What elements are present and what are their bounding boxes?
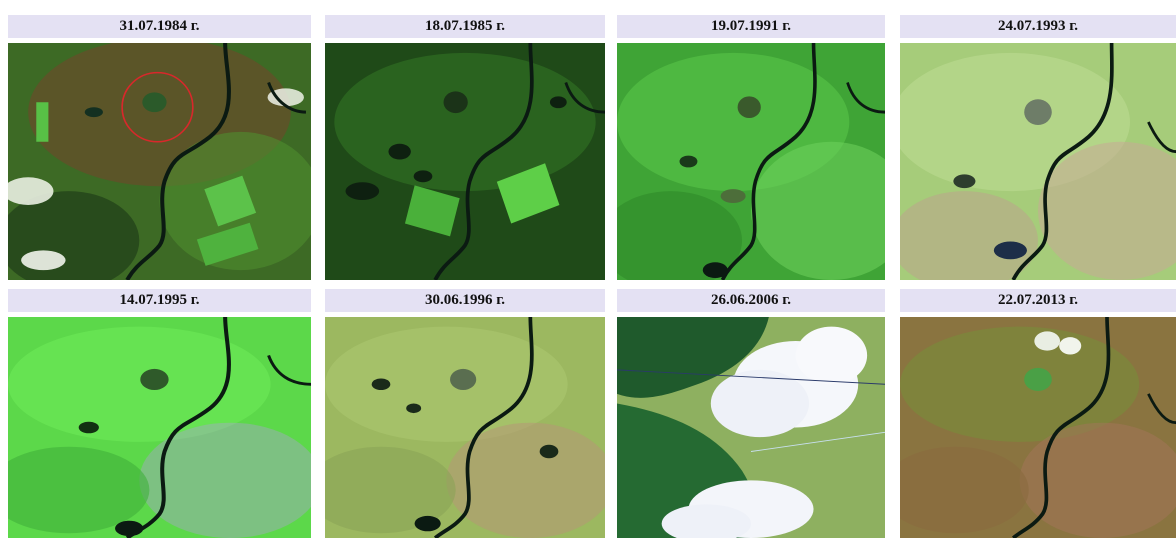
satellite-image-1 xyxy=(8,43,311,280)
panel-8-date: 22.07.2013 г. xyxy=(900,289,1176,312)
satellite-image-3 xyxy=(617,43,885,280)
panel-6-date: 30.06.1996 г. xyxy=(325,289,605,312)
panel-3-date: 19.07.1991 г. xyxy=(617,15,885,38)
panel-5-date: 14.07.1995 г. xyxy=(8,289,311,312)
panel-4-date: 24.07.1993 г. xyxy=(900,15,1176,38)
satellite-image-7 xyxy=(617,317,885,538)
satellite-image-5 xyxy=(8,317,311,538)
satellite-image-2 xyxy=(325,43,605,280)
satellite-image-8 xyxy=(900,317,1176,538)
panel-2-date: 18.07.1985 г. xyxy=(325,15,605,38)
satellite-image-6 xyxy=(325,317,605,538)
satellite-image-4 xyxy=(900,43,1176,280)
panel-1-date: 31.07.1984 г. xyxy=(8,15,311,38)
panel-7-date: 26.06.2006 г. xyxy=(617,289,885,312)
